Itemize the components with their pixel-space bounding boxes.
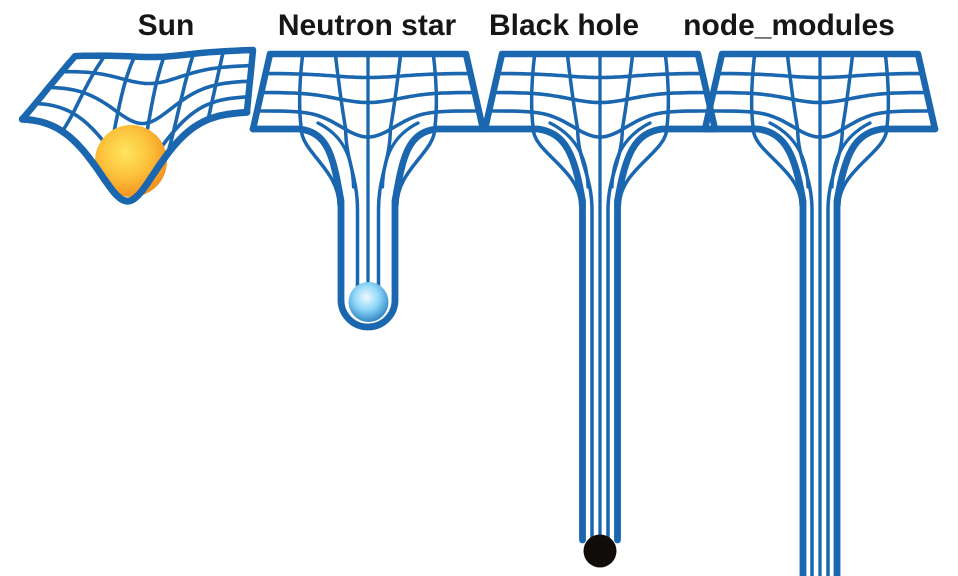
panel-title-node-modules: node_modules bbox=[683, 9, 895, 42]
neutron-star-well-diagram bbox=[249, 50, 487, 331]
neutron-star-sphere bbox=[348, 282, 389, 322]
node_modules-well-diagram bbox=[701, 50, 939, 576]
title-row: Sun Neutron star Black hole node_modules bbox=[0, 0, 958, 48]
black-hole-dot bbox=[583, 534, 617, 568]
sun-well-diagram bbox=[18, 46, 257, 205]
panel-title-sun: Sun bbox=[137, 9, 195, 42]
black-hole-well-diagram bbox=[481, 50, 719, 568]
panel-title-neutron-star: Neutron star bbox=[277, 9, 457, 42]
panel-title-black-hole: Black hole bbox=[488, 9, 640, 42]
